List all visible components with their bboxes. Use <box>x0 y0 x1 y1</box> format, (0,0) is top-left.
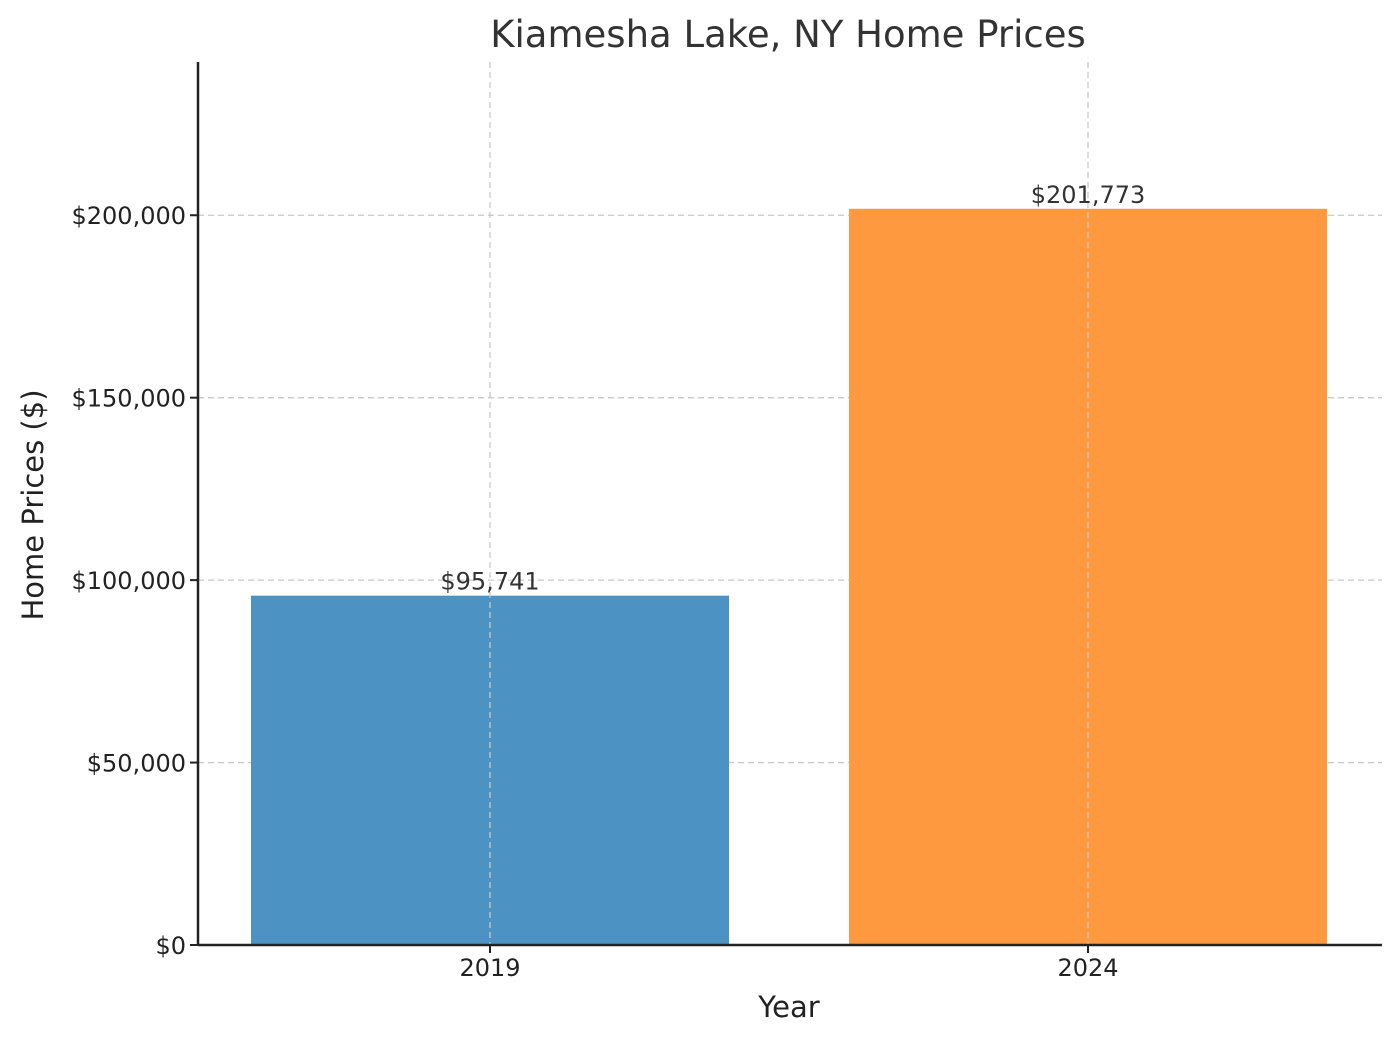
y-tick-label: $100,000 <box>71 567 186 595</box>
y-tick-label: $0 <box>155 932 186 960</box>
x-axis-label: Year <box>757 990 819 1024</box>
y-axis-label: Home Prices ($) <box>16 389 50 620</box>
grid <box>198 214 1382 764</box>
x-ticks: 2019 2024 <box>459 945 1119 982</box>
bars <box>251 208 1327 945</box>
x-tick-label: 2024 <box>1057 954 1118 982</box>
y-ticks: $0 $50,000 $100,000 $150,000 $200,000 <box>71 202 198 960</box>
bar-value-label: $201,773 <box>1031 181 1146 209</box>
bar-value-label: $95,741 <box>440 568 539 596</box>
y-tick-label: $150,000 <box>71 385 186 413</box>
y-tick-label: $200,000 <box>71 202 186 230</box>
data-labels: $95,741 $201,773 <box>440 181 1145 596</box>
chart-title: Kiamesha Lake, NY Home Prices <box>490 13 1085 56</box>
y-tick-label: $50,000 <box>87 750 186 778</box>
vertical-grid <box>489 62 1089 945</box>
axes <box>196 62 1382 947</box>
x-tick-label: 2019 <box>459 954 520 982</box>
